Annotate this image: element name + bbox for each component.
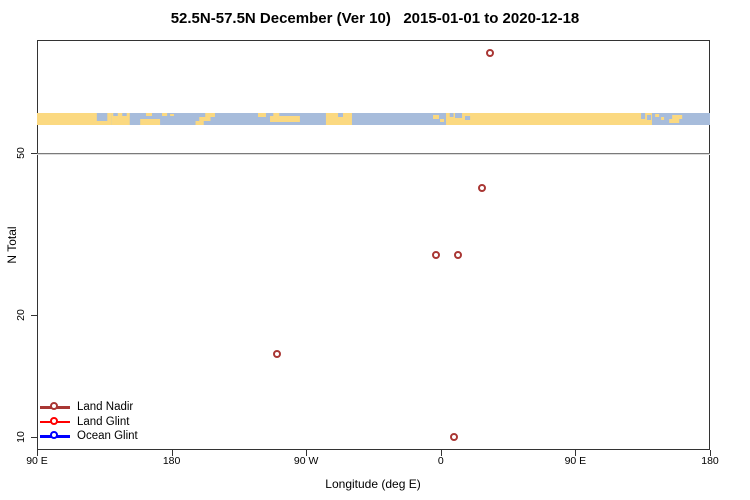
world-map-strip (37, 113, 710, 125)
legend-symbol-land-nadir (40, 402, 70, 413)
land-segment (440, 119, 445, 122)
land-segment (162, 113, 168, 116)
x-tick-mark (37, 450, 38, 456)
open-circle-icon (50, 402, 58, 411)
ocean-patch (641, 113, 646, 119)
x-axis-label: Longitude (deg E) (325, 477, 421, 491)
land-segment (669, 119, 680, 123)
y-tick-mark (31, 314, 37, 316)
x-tick-mark (710, 450, 711, 456)
ocean-patch (647, 115, 652, 120)
x-tick-label: 0 (437, 455, 444, 467)
legend-symbol-land-glint (40, 416, 70, 427)
data-point (431, 250, 440, 259)
x-tick-mark (440, 450, 442, 456)
land-segment (325, 113, 352, 125)
legend: Land Nadir Land Glint Ocean Glint (40, 400, 138, 444)
legend-symbol-ocean-glint (40, 431, 70, 442)
land-segment (199, 117, 211, 121)
land-segment (205, 113, 215, 117)
reference-line-50 (37, 153, 710, 155)
legend-label: Land Glint (77, 415, 130, 428)
legend-label: Land Nadir (77, 401, 134, 414)
x-tick-label: 90 E (26, 455, 48, 467)
ocean-patch (122, 113, 127, 116)
y-axis-label: N Total (5, 226, 19, 264)
land-segment (270, 116, 300, 122)
open-circle-icon (50, 431, 58, 440)
ocean-patch (465, 116, 471, 120)
land-segment (195, 121, 204, 125)
data-point (485, 48, 494, 57)
land-segment (655, 114, 660, 117)
data-point (273, 349, 282, 358)
legend-row-land-glint: Land Glint (40, 415, 138, 430)
x-tick-mark (171, 450, 173, 456)
land-segment (446, 113, 652, 125)
data-point (449, 432, 458, 441)
x-tick-label: 90 W (293, 455, 319, 467)
x-tick-mark (575, 450, 577, 456)
chart-title: 52.5N-57.5N December (Ver 10) 2015-01-01… (170, 10, 580, 27)
y-tick-mark (31, 153, 37, 155)
legend-row-land-nadir: Land Nadir (40, 400, 138, 415)
x-tick-label: 180 (701, 455, 719, 467)
land-segment (170, 114, 174, 116)
ocean-patch (455, 113, 463, 118)
ocean-patch (96, 113, 108, 121)
ocean-patch (338, 113, 343, 117)
land-segment (661, 117, 665, 120)
x-tick-label: 180 (162, 455, 181, 467)
open-circle-icon (50, 416, 58, 425)
land-segment (273, 113, 280, 116)
land-segment (37, 113, 112, 125)
y-tick-mark (31, 437, 37, 439)
y-tick-label: 10 (15, 431, 27, 444)
ocean-patch (113, 113, 118, 116)
legend-row-ocean-glint: Ocean Glint (40, 429, 138, 444)
land-segment (140, 119, 161, 125)
y-tick-label: 50 (15, 147, 27, 160)
land-segment (146, 113, 153, 116)
plot-area (37, 40, 710, 450)
land-segment (672, 115, 683, 119)
legend-label: Ocean Glint (77, 430, 138, 443)
y-tick-label: 20 (15, 309, 27, 321)
land-segment (258, 113, 266, 117)
data-point (454, 250, 463, 259)
x-tick-mark (306, 450, 308, 456)
ocean-patch (449, 113, 454, 117)
x-tick-label: 90 E (564, 455, 587, 467)
data-point (478, 183, 487, 192)
land-segment (433, 115, 440, 119)
